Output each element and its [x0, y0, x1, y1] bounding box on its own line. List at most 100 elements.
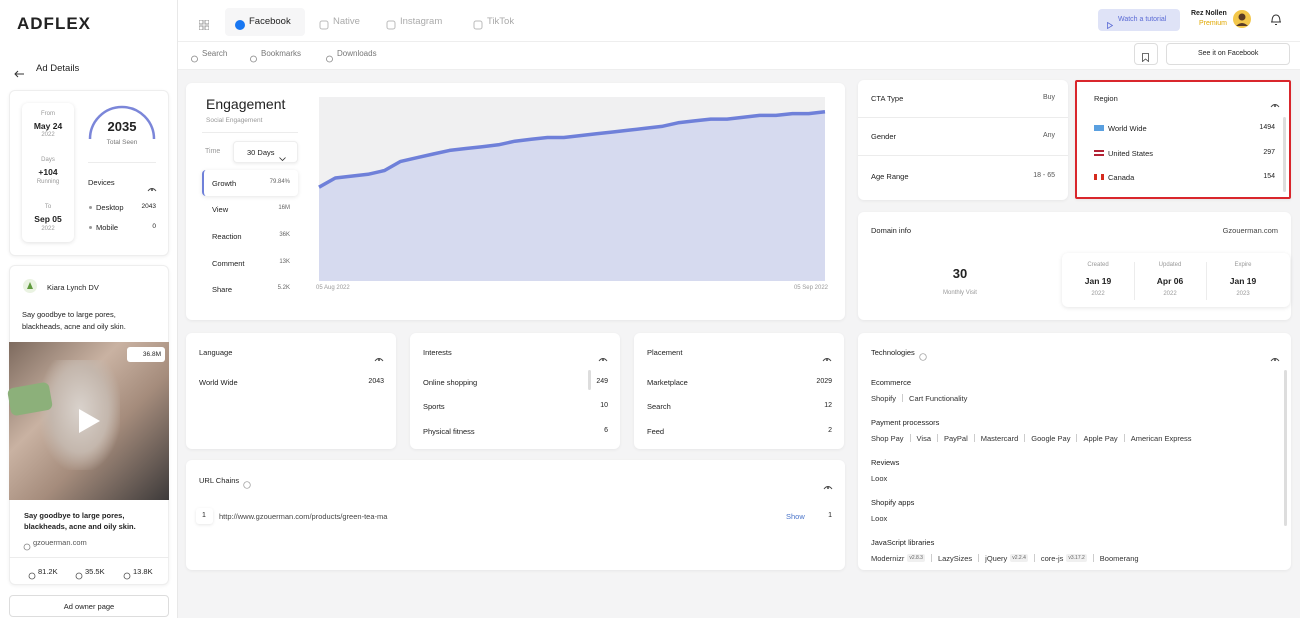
- bookmark-button[interactable]: [1134, 43, 1158, 65]
- subnav: [178, 42, 1300, 70]
- metric-value: 16M: [278, 205, 290, 212]
- card-title: Engagement: [206, 95, 286, 112]
- toggle-icon[interactable]: [1270, 349, 1280, 362]
- bell-icon[interactable]: [1270, 12, 1282, 26]
- button-label[interactable]: See it on Facebook: [1198, 49, 1259, 57]
- stat-icon: [123, 567, 131, 580]
- url: http://www.gzouerman.com/products/green-…: [219, 511, 388, 521]
- tech-item: jQuery: [985, 553, 1008, 563]
- separator: [1092, 554, 1094, 562]
- tech-item: Loox: [871, 473, 888, 483]
- region-value: 297: [1263, 148, 1275, 156]
- tab[interactable]: Native: [333, 16, 360, 28]
- metric-value: 5.2K: [277, 285, 290, 292]
- stat-likes: 81.2K: [38, 566, 58, 576]
- tab[interactable]: Facebook: [249, 16, 291, 28]
- tech-items: Shopify Cart Functionality: [871, 393, 967, 403]
- metric-name[interactable]: Reaction: [212, 231, 242, 241]
- area: [319, 111, 825, 281]
- toggle-icon[interactable]: [374, 349, 384, 362]
- user-avatar[interactable]: [1233, 10, 1251, 28]
- grid-icon[interactable]: [198, 17, 210, 31]
- tab-icon[interactable]: [473, 17, 483, 30]
- tech-version: v2.8.3: [907, 554, 925, 562]
- tab-icon[interactable]: [386, 17, 396, 30]
- divider: [1206, 262, 1207, 300]
- show-link[interactable]: Show: [786, 511, 805, 521]
- region-value: 1494: [1259, 123, 1275, 131]
- tab[interactable]: Instagram: [400, 16, 443, 28]
- tech-card: [858, 333, 1291, 570]
- subnav-link[interactable]: Bookmarks: [261, 49, 302, 59]
- see-button[interactable]: [1166, 43, 1290, 65]
- tech-item: Apple Pay: [1083, 433, 1118, 443]
- owner-button[interactable]: [9, 595, 169, 617]
- row-label: Gender: [871, 131, 897, 141]
- tech-item: Shopify: [871, 393, 897, 403]
- stat-icon: [75, 567, 83, 580]
- subnav-icon[interactable]: [250, 50, 257, 63]
- x-tick-label: 05 Aug 2022: [316, 285, 350, 292]
- engagement-chart: [318, 97, 826, 281]
- card-title: URL Chains: [199, 475, 240, 485]
- button-label[interactable]: Watch a tutorial: [1118, 15, 1167, 23]
- interests-card: [410, 333, 620, 449]
- toggle-icon[interactable]: [823, 477, 833, 490]
- play-button[interactable]: [76, 407, 102, 435]
- separator: [937, 434, 938, 442]
- time-dropdown[interactable]: [233, 141, 298, 163]
- year: 2022: [1163, 291, 1177, 298]
- button-label[interactable]: Ad owner page: [63, 601, 115, 611]
- label: Expire: [1234, 262, 1252, 269]
- scrollbar: [588, 370, 591, 390]
- stat-shares: 13.8K: [133, 566, 153, 576]
- tab-icon[interactable]: [235, 17, 245, 30]
- divider: [858, 155, 1068, 156]
- subnav-icon[interactable]: [326, 50, 333, 63]
- row-value: 249: [596, 377, 608, 385]
- row-value: Any: [1042, 131, 1055, 139]
- group-name: Ecommerce: [871, 377, 912, 387]
- date: Apr 06: [1156, 275, 1184, 286]
- views-badge: [127, 347, 165, 362]
- metric-name[interactable]: Comment: [212, 258, 245, 268]
- page-title: Ad Details: [36, 63, 80, 75]
- metric-name[interactable]: Share: [212, 284, 233, 294]
- row-label: Age Range: [871, 171, 909, 181]
- user-name: Rez Nollen: [1191, 9, 1227, 17]
- back-arrow[interactable]: [13, 65, 25, 78]
- tech-item: LazySizes: [937, 553, 973, 563]
- subnav-link[interactable]: Search: [202, 49, 228, 59]
- separator: [1076, 434, 1078, 442]
- bookmark-icon: [1142, 49, 1149, 63]
- targeting-card: [858, 80, 1068, 200]
- subnav-icon[interactable]: [191, 50, 198, 63]
- row-value: 2: [828, 426, 832, 434]
- info-icon: [243, 476, 251, 489]
- divider: [1134, 262, 1135, 300]
- metric-active[interactable]: [202, 170, 298, 196]
- metric-name[interactable]: View: [212, 204, 229, 214]
- separator: [902, 394, 904, 402]
- toggle-icon[interactable]: [598, 349, 608, 362]
- region-name: Canada: [1108, 172, 1135, 182]
- separator: [909, 434, 911, 442]
- tutorial-button[interactable]: [1098, 9, 1180, 31]
- stat-icon: [28, 567, 36, 580]
- tab-icon[interactable]: [319, 17, 329, 30]
- subnav-link[interactable]: Downloads: [337, 49, 377, 59]
- monthly-visit: 30: [952, 266, 968, 282]
- toggle-icon[interactable]: [822, 349, 832, 362]
- year: 2022: [41, 132, 55, 139]
- tech-items: Shop Pay Visa PayPal Mastercard Google Pay Ap…: [871, 433, 1192, 443]
- tech-items: Loox: [871, 473, 887, 483]
- toggle-icon[interactable]: [147, 179, 157, 192]
- tech-item: Cart Functionality: [909, 393, 968, 403]
- dropdown-value[interactable]: 30 Days: [247, 147, 275, 157]
- device-name: Desktop: [96, 202, 124, 212]
- tab[interactable]: TikTok: [487, 16, 515, 28]
- toggle-icon[interactable]: [1270, 95, 1280, 108]
- metric-name[interactable]: Growth: [212, 178, 237, 188]
- label: Total Seen: [106, 139, 138, 147]
- url-card: [186, 460, 845, 570]
